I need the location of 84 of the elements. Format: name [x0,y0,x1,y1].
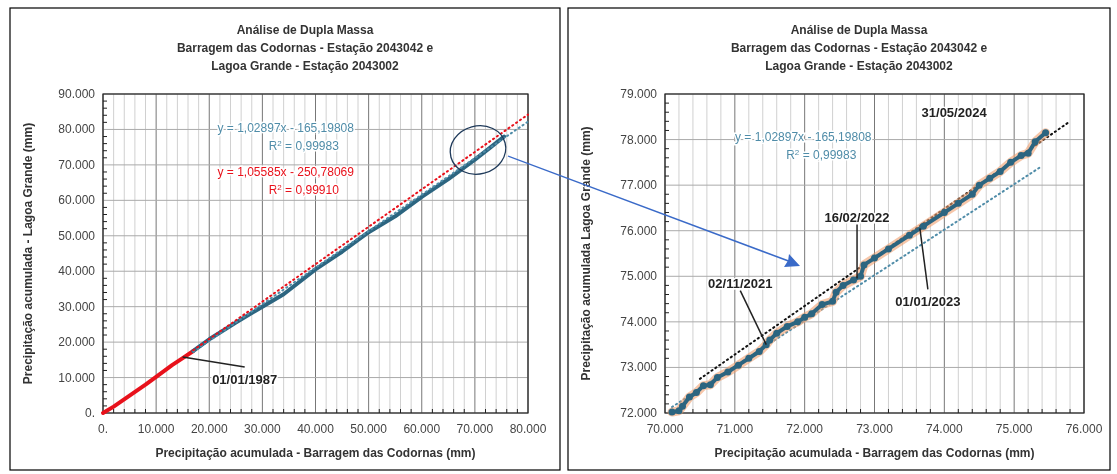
point [755,347,763,355]
point [766,336,774,344]
point [860,261,868,269]
point [996,167,1004,175]
y-tick-label: 78.000 [620,132,658,147]
point [794,318,802,326]
annotation: 01/01/1987 [212,372,278,387]
x-tick-label: 50.000 [350,422,388,436]
x-tick-label: 72.000 [786,422,824,436]
point [954,199,962,207]
point [818,301,826,309]
x-tick-label: 76.000 [1065,422,1103,436]
point [685,393,693,401]
y-tick-label: 79.000 [620,87,658,101]
point [871,254,878,262]
point [1017,152,1025,160]
x-tick-label: 75.000 [995,422,1033,436]
point [734,361,742,369]
point [968,190,976,198]
y-tick-label: 74.000 [620,314,658,329]
x-tick-label: 60.000 [403,422,441,436]
point [905,231,913,239]
y-tick-label: 73.000 [620,360,658,375]
x-tick-label: 71.000 [716,422,754,436]
y-axis-title: Precipitação acumulada - Lagoa Grande (mm) [21,122,35,385]
x-tick-label: 70.000 [646,422,684,436]
line-series [667,128,1051,417]
x-tick-label: 10.000 [137,422,175,436]
annotation: 01/01/2023 [895,294,961,310]
y-tick-label: 72.000 [620,406,658,420]
point [706,381,714,389]
point [884,245,892,253]
x-axis-title: Precipitação acumulada - Barragem das Codornas (mm) [155,446,476,460]
x-axis-title: Precipitação acumulada - Barragem das Codornas (mm) [714,446,1035,460]
y-tick-label: 40.000 [58,264,96,279]
point [808,310,816,318]
y-tick-label: 80.000 [58,122,96,137]
chart-title: Análise de Dupla Massa Barragem das Codornas - Estação 2043042 e Lagoa Grande - Estação 2043002 [176,23,434,73]
point [801,313,809,321]
point [986,174,994,182]
point [724,368,732,376]
point [839,281,847,289]
point [678,402,686,410]
y-tick-label: 0. [84,406,95,420]
y-tick-label: 77.000 [620,178,658,193]
chart-title: Análise de Dupla Massa Barragem das Codornas - Estação 2043042 e Lagoa Grande - Estação 2043002 [730,23,988,73]
x-tick-label: 40.000 [297,422,335,436]
y-tick-label: 70.000 [58,157,96,172]
y-tick-label: 30.000 [58,299,96,314]
y-tick-label: 76.000 [620,223,658,238]
point [1042,129,1050,137]
y-tick-label: 20.000 [58,335,96,350]
point [668,408,676,416]
annotation: 31/05/2024 [921,105,988,121]
x-tick-label: 0. [97,422,109,436]
point [773,329,781,337]
y-tick-label: 90.000 [58,87,96,101]
point [745,354,753,362]
y-tick-label: 60.000 [58,193,96,208]
point [857,272,865,280]
x-tick-label: 30.000 [244,422,282,436]
annotation: 02/11/2021 [708,275,773,291]
y-tick-label: 75.000 [620,269,658,284]
point [699,382,707,390]
point [783,322,791,330]
point [692,388,700,396]
point [919,222,927,230]
point [832,288,840,296]
x-tick-label: 20.000 [190,422,228,436]
point [940,208,948,216]
y-axis-title: Precipitação acumulada Lagoa Grande (mm) [579,126,593,381]
point [1031,138,1039,146]
point [975,181,983,189]
y-tick-label: 10.000 [58,370,96,385]
x-tick-label: 73.000 [856,422,894,436]
x-tick-label: 80.000 [509,422,547,436]
point [829,297,837,305]
x-tick-label: 70.000 [456,422,494,436]
point [713,373,721,381]
y-tick-label: 50.000 [58,228,96,243]
point [1007,158,1015,166]
x-tick-label: 74.000 [925,422,964,436]
point [1024,149,1032,157]
point [850,276,858,284]
